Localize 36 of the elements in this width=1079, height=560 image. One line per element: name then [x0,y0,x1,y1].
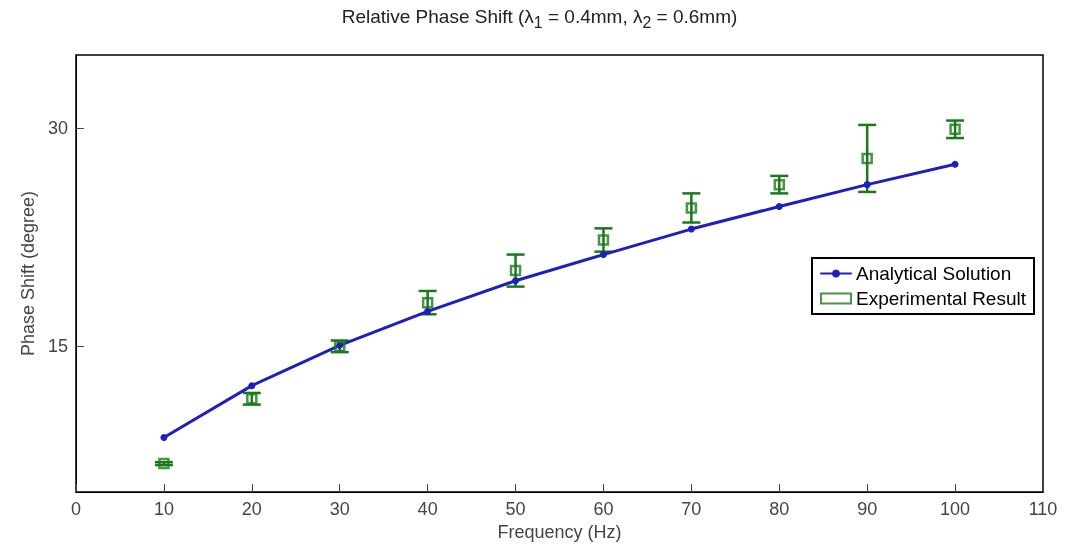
point [685,202,698,214]
point [599,251,607,259]
x-tick-label: 100 [940,499,971,519]
legend-label: Experimental Result [855,288,1027,309]
point [512,277,520,285]
point [160,434,168,442]
point [597,234,610,246]
legend-label: Analytical Solution [855,263,1012,284]
point [863,181,871,189]
point [861,152,873,165]
chart-title: Relative Phase Shift (λ$_{1}$ = 0.4mm, λ$_{2}$ = 0.6mm) [340,6,739,32]
point [775,202,783,210]
x-tick-label: 40 [417,499,438,519]
y-tick-label: 15 [47,336,68,357]
point [248,382,256,390]
point [158,457,170,470]
x-tick-label: 60 [593,499,614,519]
point [336,341,344,349]
x-tick-label: 20 [241,499,262,519]
x-tick-label: 0 [70,499,82,519]
x-tick-label: 70 [681,499,702,519]
x-tick-label: 80 [769,499,790,519]
x-axis-title: Frequency (Hz) [497,521,622,542]
point [949,123,961,136]
y-axis-title: Phase Shift (degree) [18,190,39,357]
point [687,225,695,233]
x-tick-label: 10 [153,499,174,519]
point [509,264,522,277]
x-tick-label: 50 [505,499,526,519]
point [246,393,258,405]
point [424,307,432,315]
x-tick-label: 90 [857,499,878,519]
x-tick-label: 30 [329,499,350,519]
x-tick-label: 110 [1028,499,1058,519]
point [421,296,434,309]
point [951,160,959,168]
